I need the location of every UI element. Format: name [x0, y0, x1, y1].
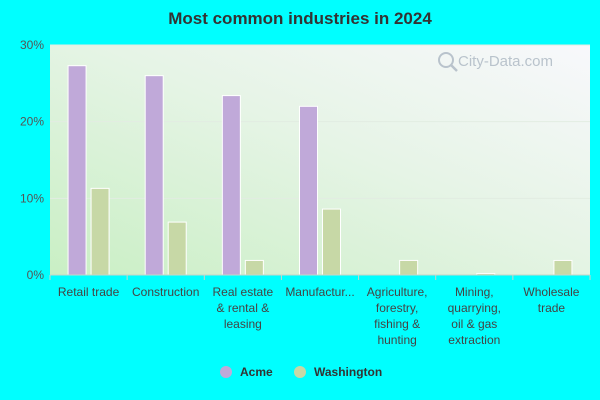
legend-swatch-washington [294, 366, 306, 378]
x-category-label: Wholesale [523, 285, 579, 299]
x-category-label: Retail trade [58, 285, 120, 299]
y-tick-label: 10% [20, 191, 44, 205]
x-category-label: Manufactur... [285, 285, 354, 299]
watermark-text: City-Data.com [458, 53, 553, 70]
bar-washington-3[interactable] [322, 208, 341, 276]
watermark: City-Data.com [438, 52, 553, 72]
chart-title: Most common industries in 2024 [168, 9, 432, 28]
x-category-label: extraction [448, 333, 500, 347]
x-category-label: hunting [377, 333, 416, 347]
x-category-label: oil & gas [451, 317, 497, 331]
legend: Acme Washington [220, 365, 382, 379]
x-category-label: Real estate [213, 285, 274, 299]
bar-washington-0[interactable] [90, 187, 110, 276]
bar-acme-2[interactable] [221, 95, 241, 276]
legend-label-acme: Acme [240, 365, 273, 379]
plot-area [50, 45, 590, 275]
bar-washington-1[interactable] [167, 221, 187, 276]
x-category-label: leasing [224, 317, 262, 331]
bar-washington-2[interactable] [244, 259, 264, 276]
y-tick-label: 30% [20, 38, 44, 52]
legend-label-washington: Washington [314, 365, 382, 379]
magnifier-icon [438, 52, 458, 72]
x-category-label: fishing & [374, 317, 420, 331]
bar-acme-0[interactable] [67, 65, 87, 276]
y-axis-ticks: 0% 10% 20% 30% [20, 38, 44, 282]
bar-washington-4[interactable] [399, 259, 419, 276]
legend-swatch-acme [220, 366, 232, 378]
x-axis-ticks: Retail trade Construction Real estate & ren… [49, 274, 591, 347]
x-category-label: quarrying, [448, 301, 501, 315]
x-category-label: & rental & [217, 301, 270, 315]
x-category-label: Mining, [455, 285, 494, 299]
y-tick-label: 0% [27, 268, 45, 282]
x-category-label: Agriculture, [367, 285, 428, 299]
bars [67, 65, 573, 276]
y-tick-label: 20% [20, 115, 44, 129]
bar-acme-3[interactable] [299, 105, 318, 276]
x-category-label: forestry, [376, 301, 418, 315]
bar-washington-6[interactable] [553, 259, 573, 276]
x-category-label: Construction [132, 285, 199, 299]
gridlines [50, 44, 590, 199]
x-category-label: trade [538, 301, 566, 315]
bar-acme-1[interactable] [144, 75, 164, 276]
